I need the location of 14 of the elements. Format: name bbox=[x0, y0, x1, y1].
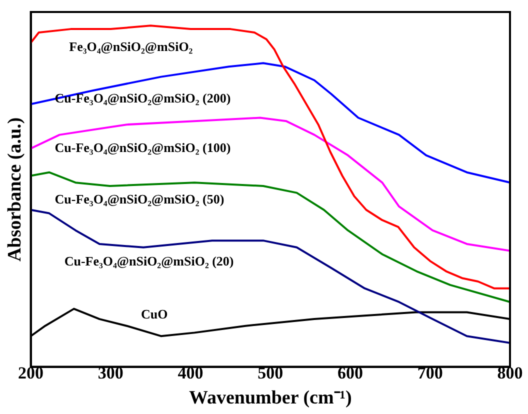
x-tick-label: 200 bbox=[18, 363, 44, 382]
x-tick-label: 300 bbox=[98, 363, 124, 382]
x-tick-label: 600 bbox=[338, 363, 364, 382]
x-tick-label: 500 bbox=[258, 363, 284, 382]
series-label: Cu-Fe₃O₄@nSiO₂@mSiO₂ (20) bbox=[64, 253, 234, 268]
series-label: Fe₃O₄@nSiO₂@mSiO₂ bbox=[69, 38, 193, 54]
x-tick-label: 800 bbox=[497, 363, 523, 382]
x-tick-label: 400 bbox=[178, 363, 204, 382]
series-label: Cu-Fe₃O₄@nSiO₂@mSiO₂ (100) bbox=[54, 140, 231, 155]
series-label: CuO bbox=[141, 306, 168, 322]
series-label: Cu-Fe₃O₄@nSiO₂@mSiO₂ (50) bbox=[54, 191, 224, 206]
y-axis-title: Absorbance (a.u.) bbox=[4, 117, 26, 262]
series-label: Cu-Fe₃O₄@nSiO₂@mSiO₂ (200) bbox=[54, 90, 231, 106]
x-axis-title: Wavenumber (cm⁻¹) bbox=[189, 388, 352, 409]
